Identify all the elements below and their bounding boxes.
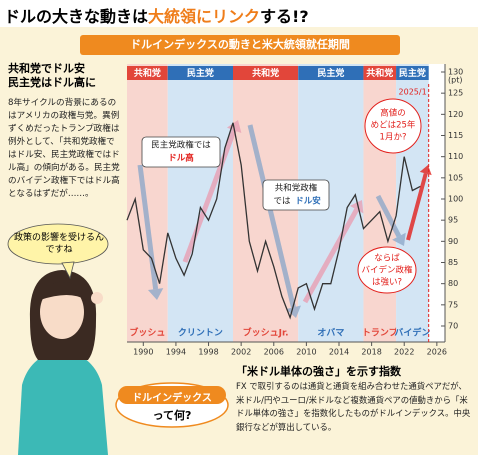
chart-title: ドルインデックスの動きと米大統領就任期間	[80, 35, 400, 55]
y-tick-label: 100	[448, 195, 463, 204]
heading-line: 民主党はドル高に	[8, 76, 96, 89]
person-illustration	[18, 270, 108, 455]
x-tick-label: 1998	[198, 348, 218, 357]
callout-text: 共和党政権	[275, 183, 318, 194]
footer-heading: 「米ドル単体の強さ」を示す指数	[236, 365, 401, 378]
y-tick-label: 120	[448, 110, 463, 119]
y-tick-label: 130	[448, 68, 463, 77]
y-tick-label: 85	[448, 258, 458, 267]
president-label: ブッシュ	[129, 327, 165, 339]
president-label: ブッシュJr.	[243, 327, 289, 339]
sidebar-body: 8年サイクルの背景にあるのはアメリカの政権与党。異例ずくめだったトランプ政権は例…	[8, 98, 120, 199]
period-header	[127, 66, 168, 80]
title-part: 大統領にリンク	[148, 7, 261, 26]
period-header	[396, 66, 429, 80]
badge-sub: って何?	[152, 409, 192, 422]
y-tick-label: 90	[448, 237, 458, 246]
y-tick-label: 125	[448, 89, 463, 98]
period-band	[167, 64, 233, 342]
badge-title: ドルインデックス	[132, 393, 212, 404]
party-label: 民主党	[399, 67, 426, 79]
trend-arrow	[137, 164, 159, 290]
callout-text: ドル安	[295, 196, 321, 207]
callout-text: バイデン政権	[361, 265, 413, 276]
president-label: クリントン	[178, 328, 223, 339]
period-header	[167, 66, 233, 80]
x-tick-label: 2010	[296, 348, 316, 357]
callout-bg	[364, 98, 422, 154]
callout-text: めどは25年	[371, 120, 416, 131]
bubble-text: 政策の影響を受けるんですね	[13, 233, 104, 255]
president-label: トランプ	[362, 327, 399, 339]
callout-text: では	[273, 197, 291, 207]
president-label: オバマ	[317, 328, 344, 339]
callout-text: ならば	[374, 254, 400, 264]
y-tick-label: 115	[448, 131, 463, 140]
callout-text: 民主党政権では	[151, 140, 211, 151]
dollar-index-line	[126, 122, 421, 320]
trend-arrow	[406, 172, 428, 241]
y-tick-label: 95	[448, 216, 458, 225]
title-part: する!?	[260, 7, 309, 26]
trend-arrow	[375, 194, 402, 238]
party-label: 共和党	[252, 67, 279, 79]
callout-text: 1月か?	[380, 133, 407, 143]
y-tick-label: 80	[448, 279, 458, 288]
marker-label: 2025/1	[399, 88, 427, 97]
y-tick-label: 110	[448, 152, 463, 161]
x-tick-label: 2026	[427, 348, 447, 357]
x-tick-label: 1990	[133, 348, 153, 357]
x-tick-label: 2002	[231, 348, 251, 357]
x-tick-label: 2014	[329, 348, 349, 357]
x-tick-label: 2022	[394, 348, 414, 357]
period-header	[363, 66, 397, 80]
sidebar-heading: 共和党でドル安 民主党はドル高に	[8, 62, 96, 90]
trend-arrowhead	[147, 288, 164, 300]
heading-line: 共和党でドル安	[8, 62, 85, 75]
y-unit: (pt)	[448, 76, 462, 85]
callout-bg	[357, 246, 417, 294]
trend-arrowhead	[419, 165, 432, 176]
trend-arrow	[247, 124, 296, 308]
footer-badge	[115, 382, 229, 428]
party-label: 共和党	[366, 67, 393, 79]
callout-bg	[141, 136, 221, 168]
page-title: ドルの大きな動きは大統領にリンクする!?	[4, 3, 309, 27]
president-label: バイデン	[394, 327, 430, 339]
party-label: 民主党	[317, 67, 344, 79]
x-tick-label: 2018	[361, 348, 381, 357]
callout-text: は強い?	[372, 277, 402, 288]
trend-arrow	[182, 129, 237, 263]
y-tick-label: 75	[448, 300, 458, 309]
party-label: 共和党	[134, 67, 161, 79]
trend-arrowhead	[349, 200, 364, 214]
speech-bubble	[7, 223, 109, 280]
y-tick-label: 70	[448, 322, 458, 331]
callout-bg	[262, 179, 330, 211]
callout-text: 高値の	[380, 108, 406, 119]
period-header	[233, 66, 299, 80]
trend-arrowhead	[392, 232, 406, 246]
y-tick-label: 105	[448, 173, 463, 182]
period-header	[298, 66, 364, 80]
callout-text: ドル高	[168, 153, 194, 164]
trend-arrowhead	[285, 305, 301, 318]
x-tick-label: 2006	[264, 348, 284, 357]
footer-body: FX で取引するのは通貨と通貨を組み合わせた通貨ペアだが、米ドル/円やユーロ/米…	[236, 381, 471, 432]
party-label: 民主党	[187, 67, 214, 79]
title-part: ドルの大きな動きは	[4, 7, 149, 26]
x-tick-label: 1994	[166, 348, 186, 357]
trend-arrow	[302, 208, 359, 304]
